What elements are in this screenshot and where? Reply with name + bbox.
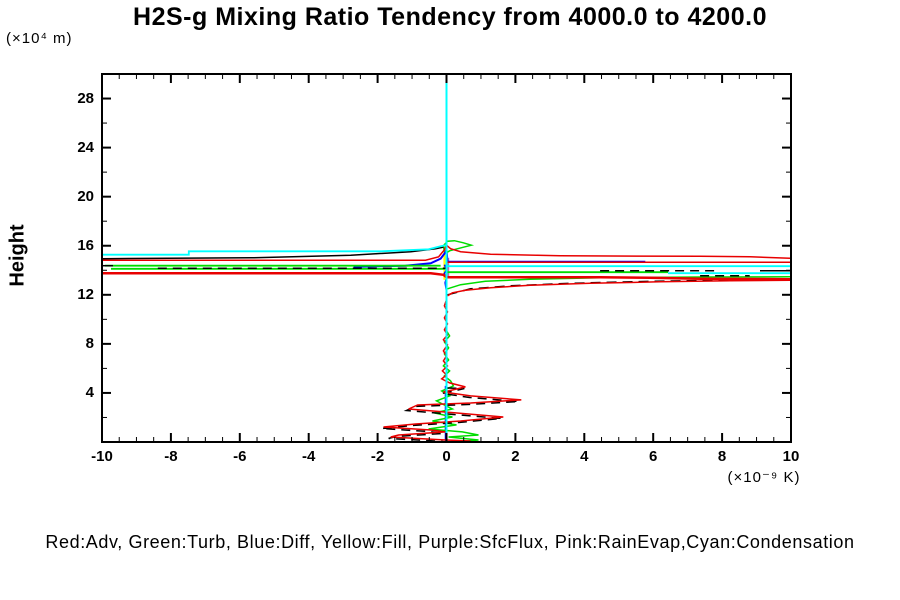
y-tick-label: 16 [77,236,94,254]
x-tick-label: -8 [164,448,178,465]
series-Condensation [103,244,446,256]
x-tick-label: 6 [649,448,658,465]
y-tick-label: 20 [77,187,94,205]
series-Turb [428,330,479,443]
series-overlay-black [102,246,444,260]
legend-text: Red:Adv, Green:Turb, Blue:Diff, Yellow:F… [45,532,855,552]
x-tick-label: -4 [302,448,316,465]
x-tick-label: 2 [511,448,520,465]
series-Turb [447,276,791,290]
chart-title: H2S-g Mixing Ratio Tendency from 4000.0 … [133,3,767,31]
x-tick-label: 0 [442,448,451,465]
series-Adv [103,243,791,261]
series-overlay-black [381,387,519,443]
x-tick-label: -10 [91,448,113,465]
x-tick-label: -2 [370,448,385,465]
series-Adv [447,279,791,297]
series-Adv [383,299,522,442]
y-tick-label: 28 [77,89,94,107]
series-Adv [103,271,791,281]
y-tick-label: 8 [85,334,94,352]
y-axis-unit-label: (×10⁴ m) [6,30,73,47]
x-tick-label: -6 [233,448,247,465]
y-tick-label: 24 [77,138,94,156]
x-axis-unit-label: (×10⁻⁹ K) [727,469,801,486]
y-tick-label: 12 [77,285,94,303]
x-tick-label: 10 [782,448,800,465]
x-tick-label: 8 [717,448,727,465]
x-tick-label: 4 [580,448,589,465]
y-tick-label: 4 [85,383,94,401]
